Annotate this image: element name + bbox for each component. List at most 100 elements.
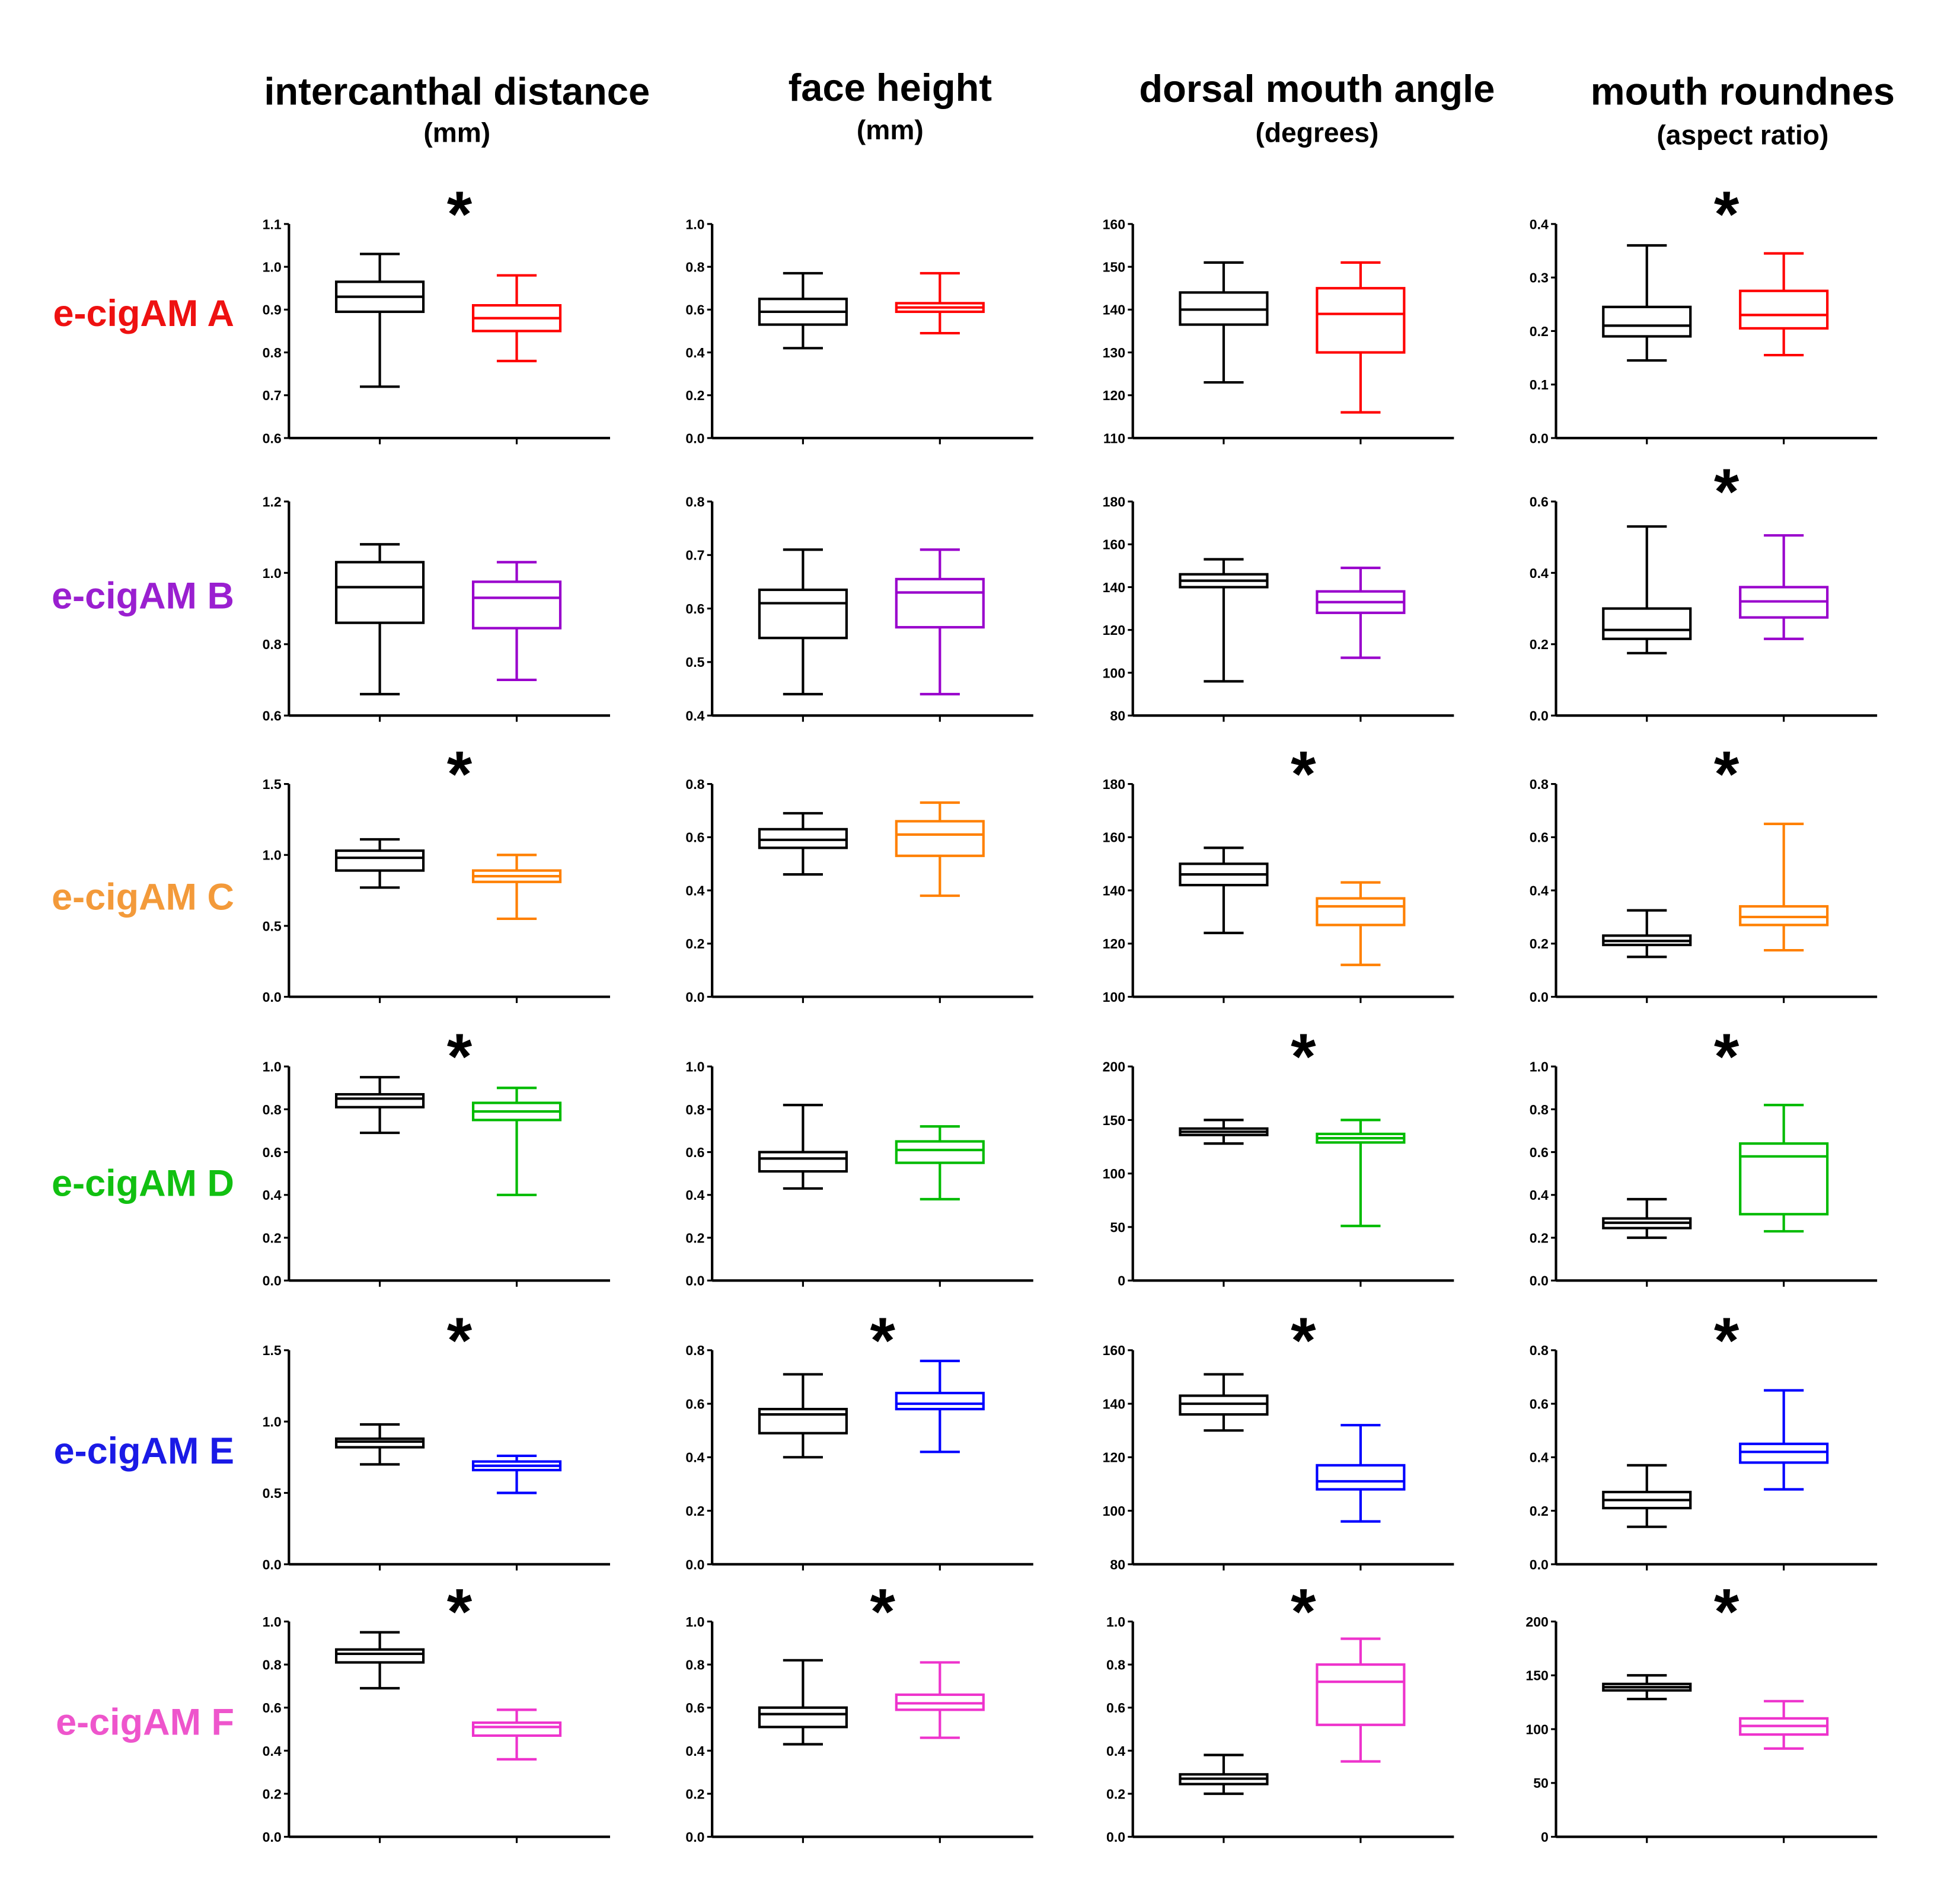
y-tick-label: 1.0 [263,1059,282,1075]
y-tick-label: 0.6 [685,830,704,845]
box-plot-panel: 0.0 0.2 0.4 0.6 * [1530,456,1878,724]
y-tick-label: 1.0 [1106,1614,1125,1630]
y-tick-label: 0.8 [685,1657,704,1672]
iqr-box [758,588,848,640]
y-tick-label: 0.5 [263,918,282,934]
control-box [1602,525,1692,654]
exposed-box [895,271,985,335]
exposed-box [1316,1637,1406,1763]
box-plot-panel: 0.0 0.2 0.4 0.6 0.8 1.0 [685,216,1033,446]
iqr-box [1316,1663,1406,1726]
box-plot-panel: 0.0 0.2 0.4 0.6 0.8 * [1530,739,1878,1005]
exposed-box [471,1454,562,1494]
y-tick-label: 0 [1118,1273,1125,1289]
box-plot-panel: 0.0 0.2 0.4 0.6 0.8 * [685,1305,1033,1572]
y-tick-label: 0.6 [685,601,704,616]
y-tick-label: 0.0 [1530,1273,1549,1289]
exposed-box [895,1125,985,1201]
box-plot-panel: 100 120 140 160 180 * [1103,739,1454,1005]
column-unit: (aspect ratio) [1656,120,1828,151]
y-tick-label: 100 [1103,1166,1126,1181]
y-tick-label: 0.2 [263,1786,282,1801]
y-tick-label: 1.0 [685,1614,704,1630]
row-label: e-cigAM B [52,576,234,617]
y-tick-label: 0.2 [1530,936,1549,951]
y-tick-label: 0.5 [263,1485,282,1501]
control-box [335,253,425,388]
y-tick-label: 0.2 [685,1230,704,1245]
iqr-box [1739,1442,1829,1464]
y-tick-label: 0.9 [263,302,282,318]
y-tick-label: 140 [1103,1396,1126,1411]
y-tick-label: 160 [1103,1343,1126,1358]
exposed-box [1739,1104,1829,1233]
significance-asterisk: * [1291,739,1316,811]
y-tick-label: 1.0 [685,216,704,232]
y-tick-label: 0.0 [263,1829,282,1845]
significance-asterisk: * [1291,1021,1316,1093]
box-plot-panel: 110 120 130 140 150 160 [1103,216,1454,446]
y-tick-label: 120 [1103,622,1126,638]
control-box [335,543,425,696]
iqr-box [758,1706,848,1729]
significance-asterisk: * [447,1576,473,1648]
y-tick-label: 0.0 [685,989,704,1005]
box-plot-panel: 0.0 0.2 0.4 0.6 0.8 1.0 * [1530,1021,1878,1289]
control-box [1602,1197,1692,1239]
box-plot-panel: 0.0 0.2 0.4 0.6 0.8 1.0 * [1106,1576,1454,1845]
iqr-box [895,1140,985,1164]
y-tick-label: 0.6 [1530,1145,1549,1160]
y-tick-label: 120 [1103,388,1126,403]
significance-asterisk: * [1714,1576,1739,1648]
y-tick-label: 0.4 [263,1743,282,1759]
y-tick-label: 0.8 [263,637,282,652]
y-tick-label: 0.0 [685,1829,704,1845]
y-tick-label: 0.4 [685,708,704,724]
y-tick-label: 1.5 [263,1343,282,1358]
control-box [758,1104,848,1190]
y-tick-label: 140 [1103,302,1126,318]
y-tick-label: 0.8 [685,494,704,509]
y-tick-label: 1.0 [263,848,282,863]
control-box [1602,1674,1692,1701]
y-tick-label: 0.4 [685,883,704,898]
box-plot-panel: 0.0 0.2 0.4 0.6 0.8 [685,777,1033,1005]
y-tick-label: 0.6 [685,1700,704,1715]
significance-asterisk: * [447,1305,473,1377]
y-tick-label: 0.7 [263,388,282,403]
y-tick-label: 0.2 [685,1786,704,1801]
y-tick-label: 150 [1103,259,1126,274]
iqr-box [895,820,985,857]
exposed-box [1316,1119,1406,1228]
iqr-box [1739,1142,1829,1216]
y-tick-label: 160 [1103,216,1126,232]
significance-asterisk: * [1714,178,1739,251]
control-box [758,1373,848,1459]
iqr-box [895,1391,985,1411]
row-label: e-cigAM C [52,877,234,918]
y-tick-label: 0.3 [1530,270,1549,286]
y-tick-label: 1.0 [263,566,282,581]
y-tick-label: 0.8 [263,1657,282,1672]
significance-asterisk: * [1714,456,1739,528]
iqr-box [895,577,985,629]
y-tick-label: 80 [1110,1557,1125,1572]
y-tick-label: 180 [1103,494,1126,509]
column-unit: (mm) [423,117,490,148]
control-box [1179,1753,1269,1796]
y-tick-label: 0.0 [1530,430,1549,446]
iqr-box [1316,897,1406,927]
y-tick-label: 150 [1525,1668,1549,1683]
y-tick-label: 0.2 [685,936,704,951]
y-tick-label: 0.2 [1106,1786,1125,1801]
box-plot-panel: 0.0 0.2 0.4 0.6 0.8 1.0 * [263,1021,610,1289]
y-tick-label: 50 [1110,1219,1125,1235]
iqr-box [758,1407,848,1435]
row-label: e-cigAM E [54,1430,234,1472]
y-tick-label: 0.6 [685,1396,704,1411]
iqr-box [1316,1464,1406,1491]
column-title: mouth roundnes [1591,69,1895,113]
control-box [758,548,848,696]
y-tick-label: 1.0 [263,1414,282,1430]
y-tick-label: 0.6 [263,1700,282,1715]
